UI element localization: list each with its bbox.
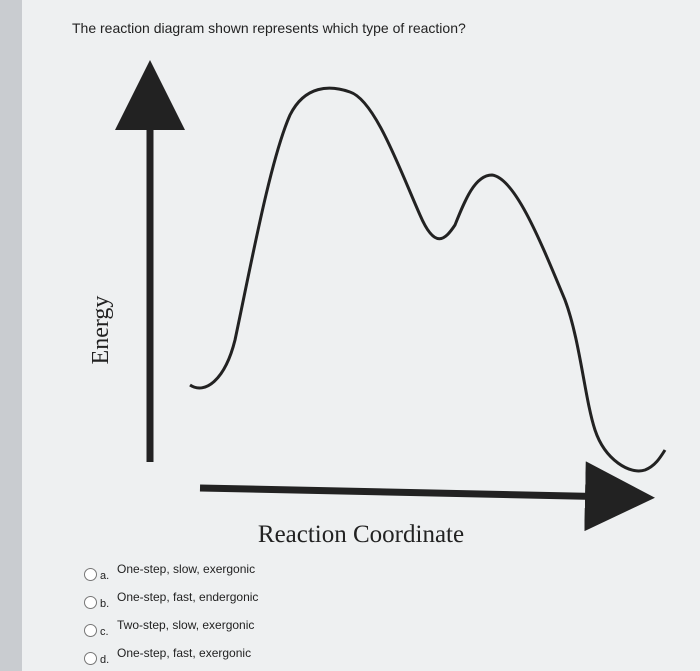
- side-strip: [0, 0, 22, 671]
- option-letter: b.: [100, 598, 110, 610]
- x-axis-label: Reaction Coordinate: [258, 521, 464, 548]
- energy-curve: [189, 86, 667, 473]
- radio-button[interactable]: [84, 624, 97, 637]
- coordinate-axis-arrow: [199, 461, 655, 532]
- option-text: One-step, fast, endergonic: [117, 590, 259, 604]
- radio-button[interactable]: [84, 652, 97, 665]
- option-text: One-step, fast, exergonic: [117, 646, 252, 660]
- radio-button[interactable]: [84, 568, 97, 581]
- option-text: One-step, slow, exergonic: [117, 562, 256, 576]
- radio-button[interactable]: [84, 596, 97, 609]
- option-letter: a.: [100, 570, 110, 582]
- question-text: The reaction diagram shown represents wh…: [72, 20, 466, 36]
- option-letter: c.: [100, 626, 109, 638]
- option-text: Two-step, slow, exergonic: [117, 618, 255, 632]
- option-letter: d.: [100, 654, 110, 666]
- y-axis-label: Energy: [88, 296, 114, 365]
